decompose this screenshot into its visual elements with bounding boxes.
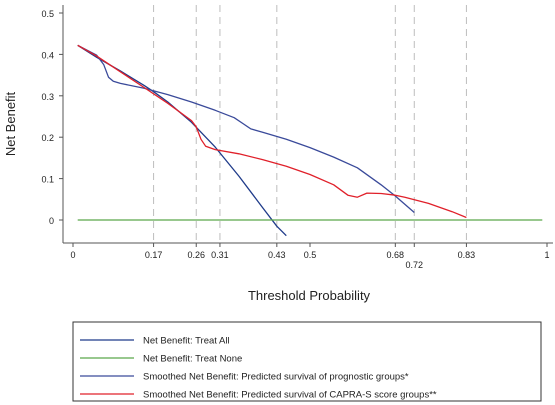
series-lines [77,44,543,237]
x-tick-label: 0.72 [406,260,424,270]
legend: Net Benefit: Treat All Net Benefit: Treat… [72,321,542,402]
x-tick-label: 0.17 [145,250,163,260]
legend-box [72,321,542,402]
y-tick-label: 0.4 [41,50,54,60]
y-tick-label: 0.1 [41,175,54,185]
y-tick-label: 0.3 [41,92,54,102]
x-tick-label: 0.68 [387,250,405,260]
y-tick-label: 0.5 [41,9,54,19]
series-line-1 [77,44,287,237]
x-axis-title: Threshold Probability [248,288,371,303]
x-tick-label: 0.31 [211,250,229,260]
x-tick-label: 1 [544,250,549,260]
x-tick-label: 0 [70,250,75,260]
axes [62,5,553,244]
reference-lines [153,5,467,243]
series-line-4 [77,44,467,219]
x-tick-label: 0.26 [187,250,205,260]
y-axis-title: Net Benefit [3,91,18,156]
y-tick-label: 0.2 [41,133,54,143]
y-ticks: 0 0.1 0.2 0.3 0.4 0.5 [41,9,63,226]
x-tick-label: 0.43 [268,250,286,260]
legend-label: Smoothed Net Benefit: Predicted survival… [143,372,409,383]
x-ticks: 0 0.17 0.26 0.31 0.43 0.5 0.680.72 0.83 1 [70,243,550,270]
y-tick-label: 0 [49,216,54,226]
legend-label: Net Benefit: Treat None [143,354,242,365]
x-tick-label: 0.83 [458,250,476,260]
legend-label: Net Benefit: Treat All [143,336,230,347]
x-tick-label: 0.5 [304,250,317,260]
legend-label: Smoothed Net Benefit: Predicted survival… [143,390,437,401]
series-line-3 [77,44,415,213]
